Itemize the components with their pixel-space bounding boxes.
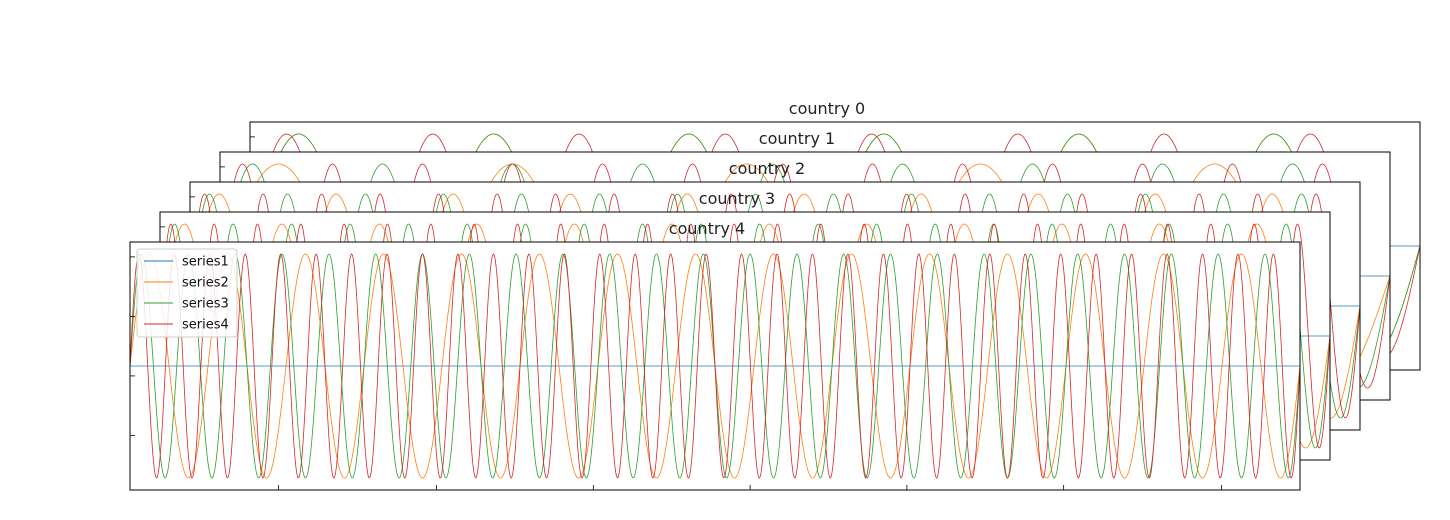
legend-label-series3: series3	[182, 297, 229, 312]
axis-ticks	[130, 256, 1223, 490]
panel-title: country 0	[789, 99, 865, 118]
panel-title: country 1	[759, 129, 835, 148]
panel-title: country 2	[729, 159, 805, 178]
legend-label-series1: series1	[182, 255, 229, 270]
line-series4	[130, 253, 1300, 479]
legend-box	[136, 248, 238, 338]
series-lines	[130, 253, 1300, 479]
panel-title: country 3	[699, 189, 775, 208]
panel-4: country 4 series1 series2 series3 series4	[129, 219, 1301, 491]
panel-title: country 4	[669, 219, 745, 238]
legend: series1 series2 series3 series4	[136, 248, 238, 338]
legend-label-series2: series2	[182, 276, 229, 291]
panel-frame	[129, 241, 1301, 491]
legend-label-series4: series4	[182, 318, 229, 333]
panels-layer: country 0 country 1 country 2 country 3 coun…	[129, 99, 1421, 491]
